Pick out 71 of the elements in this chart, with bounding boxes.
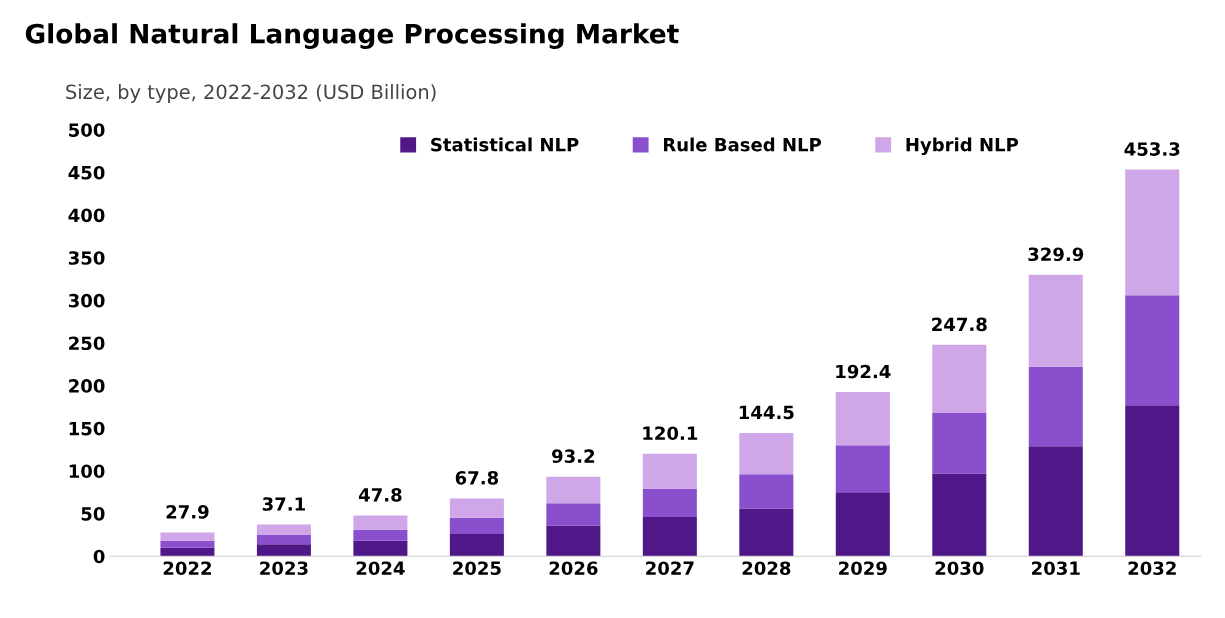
y-tick-label: 150: [69, 421, 105, 436]
bar: [546, 525, 601, 557]
bar: [256, 524, 311, 535]
legend-label: Hybrid NLP: [906, 137, 1019, 156]
y-tick-label: 300: [68, 293, 105, 308]
bar: [1028, 446, 1083, 557]
bar: [449, 517, 504, 535]
legend-label: Statistical NLP: [431, 137, 579, 152]
bar: [1125, 295, 1180, 406]
bar: [256, 544, 311, 557]
x-tick-label: 2022: [163, 561, 211, 576]
x-tick-label: 2032: [1128, 561, 1176, 576]
x-tick-label: 2030: [935, 561, 984, 576]
y-tick-label: 250: [69, 336, 105, 351]
total-label: 27.9: [166, 505, 209, 519]
total-label: 120.1: [643, 426, 698, 441]
x-tick-label: 2028: [742, 561, 791, 576]
y-tick-label: 500: [69, 123, 105, 137]
total-label: 93.2: [552, 449, 595, 463]
x-tick-label: 2024: [356, 561, 405, 576]
bar: [1028, 274, 1083, 367]
total-label: 67.8: [455, 470, 499, 485]
bar: [256, 534, 311, 545]
bar: [835, 445, 890, 493]
x-tick-label: 2025: [453, 561, 501, 576]
chart-title: Global Natural Language Processing Market: [25, 23, 679, 49]
bar: [1028, 366, 1083, 447]
bar: [642, 516, 697, 557]
bar: [160, 547, 215, 557]
bar: [160, 540, 215, 548]
bar: [739, 432, 794, 475]
bar: [449, 498, 504, 518]
total-label: 247.8: [932, 317, 987, 332]
x-tick-label: 2029: [839, 561, 887, 576]
bar: [546, 503, 601, 526]
y-tick-label: 100: [69, 464, 105, 479]
bar: [835, 392, 890, 446]
bar: [932, 412, 987, 474]
x-tick-label: 2026: [549, 561, 598, 576]
y-tick-label: 50: [81, 507, 105, 521]
total-label: 47.8: [358, 488, 402, 502]
total-label: 144.5: [739, 405, 794, 420]
bar: [449, 534, 504, 557]
total-label: 329.9: [1028, 247, 1084, 262]
legend-label: Rule Based NLP: [663, 137, 822, 152]
total-label: 453.3: [1124, 142, 1180, 156]
x-tick-label: 2027: [646, 561, 694, 576]
y-tick-label: 400: [68, 208, 105, 223]
bar: [642, 453, 697, 489]
bar: [932, 344, 987, 413]
bar: [739, 474, 794, 509]
bar: [353, 515, 408, 530]
bar: [642, 488, 697, 517]
bar: [353, 540, 408, 557]
bar: [932, 473, 987, 557]
y-tick-label: 450: [68, 165, 105, 180]
bar: [739, 508, 794, 557]
y-tick-label: 0: [93, 549, 105, 564]
total-label: 192.4: [836, 364, 891, 379]
bar: [546, 476, 601, 504]
bar: [1125, 405, 1180, 557]
bar: [1125, 169, 1180, 296]
chart-subtitle: Size, by type, 2022-2032 (USD Billion): [66, 84, 436, 103]
y-tick-label: 350: [68, 251, 105, 265]
x-tick-label: 2023: [260, 561, 308, 576]
x-tick-label: 2031: [1032, 561, 1080, 576]
bar: [353, 529, 408, 541]
total-label: 37.1: [262, 497, 305, 511]
bar: [160, 532, 215, 541]
y-tick-label: 200: [69, 379, 105, 393]
bar: [835, 492, 890, 557]
